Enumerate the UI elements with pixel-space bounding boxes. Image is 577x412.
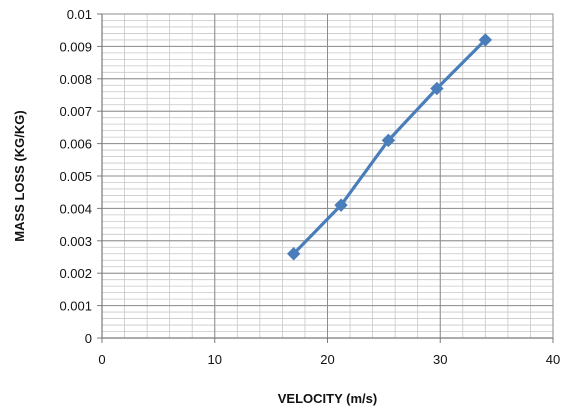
y-tick-label: 0.003 [59, 234, 92, 249]
tick-labels: 0 10 20 30 40 0 0.001 0.002 0.003 0.004 0.005 0.006… [59, 7, 560, 367]
y-tick-label: 0.008 [59, 72, 92, 87]
data-point-marker [430, 81, 444, 96]
x-tick-label: 10 [208, 352, 222, 367]
y-tick-label: 0.009 [59, 39, 92, 54]
grid-lines [101, 13, 554, 339]
data-point-marker [478, 33, 493, 47]
x-tick-label: 40 [546, 352, 560, 367]
y-tick-label: 0.001 [59, 299, 92, 314]
axes [97, 13, 554, 343]
y-tick-label: 0.004 [59, 201, 92, 216]
data-point-marker [381, 133, 396, 148]
x-tick-label: 0 [98, 352, 105, 367]
y-tick-label: 0.005 [59, 169, 92, 184]
x-axis-title: VELOCITY (m/s) [278, 391, 377, 406]
data-point-marker [286, 247, 301, 261]
y-tick-label: 0.01 [67, 7, 92, 22]
data-point-marker [334, 198, 348, 212]
x-tick-label: 20 [320, 352, 334, 367]
data-series [286, 33, 493, 261]
y-tick-label: 0.007 [59, 104, 92, 119]
y-tick-label: 0 [85, 331, 92, 346]
y-tick-label: 0.006 [59, 137, 92, 152]
y-axis-title: MASS LOSS (KG/KG) [12, 110, 27, 241]
y-tick-label: 0.002 [59, 266, 92, 281]
x-tick-label: 30 [433, 352, 447, 367]
